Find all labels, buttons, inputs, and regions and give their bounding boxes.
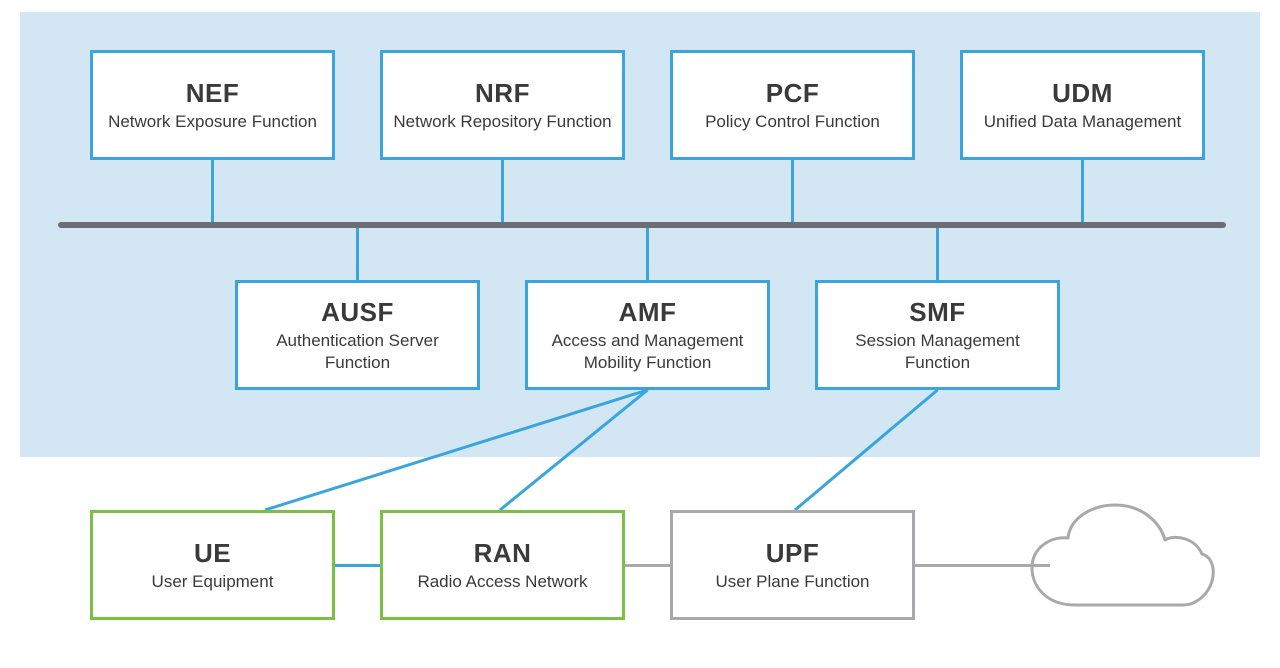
- diagram-canvas: NEF Network Exposure Function NRF Networ…: [0, 0, 1280, 668]
- service-bus: [58, 222, 1226, 228]
- node-full: Radio Access Network: [417, 571, 587, 592]
- node-pcf: PCF Policy Control Function: [670, 50, 915, 160]
- node-full: Access and Management Mobility Function: [538, 330, 757, 373]
- node-udm: UDM Unified Data Management: [960, 50, 1205, 160]
- connector-nef-bus: [211, 160, 214, 222]
- node-full: Policy Control Function: [705, 111, 880, 132]
- node-full: Authentication Server Function: [248, 330, 467, 373]
- node-abbr: UDM: [1052, 78, 1113, 109]
- node-full: Session Management Function: [828, 330, 1047, 373]
- node-full: Network Repository Function: [393, 111, 611, 132]
- node-nef: NEF Network Exposure Function: [90, 50, 335, 160]
- node-nrf: NRF Network Repository Function: [380, 50, 625, 160]
- connector-nrf-bus: [501, 160, 504, 222]
- node-abbr: RAN: [474, 538, 532, 569]
- node-abbr: AMF: [619, 297, 677, 328]
- connector-ue-ran: [335, 564, 380, 567]
- connector-udm-bus: [1081, 160, 1084, 222]
- node-abbr: AUSF: [321, 297, 394, 328]
- connector-smf-upf: [793, 388, 940, 512]
- connector-ran-upf: [625, 564, 670, 567]
- node-upf: UPF User Plane Function: [670, 510, 915, 620]
- node-abbr: SMF: [909, 297, 965, 328]
- connector-pcf-bus: [791, 160, 794, 222]
- node-full: Network Exposure Function: [108, 111, 317, 132]
- node-full: Unified Data Management: [984, 111, 1182, 132]
- node-full: User Plane Function: [715, 571, 869, 592]
- connector-amf-ran: [498, 388, 650, 512]
- node-ran: RAN Radio Access Network: [380, 510, 625, 620]
- node-abbr: PCF: [766, 78, 820, 109]
- connector-bus-smf: [936, 228, 939, 280]
- node-abbr: NRF: [475, 78, 530, 109]
- connector-bus-amf: [646, 228, 649, 280]
- cloud-icon: [1020, 490, 1220, 630]
- node-ue: UE User Equipment: [90, 510, 335, 620]
- node-abbr: NEF: [186, 78, 240, 109]
- node-smf: SMF Session Management Function: [815, 280, 1060, 390]
- node-full: User Equipment: [152, 571, 274, 592]
- node-abbr: UPF: [766, 538, 820, 569]
- node-abbr: UE: [194, 538, 231, 569]
- node-amf: AMF Access and Management Mobility Funct…: [525, 280, 770, 390]
- connector-bus-ausf: [356, 228, 359, 280]
- node-ausf: AUSF Authentication Server Function: [235, 280, 480, 390]
